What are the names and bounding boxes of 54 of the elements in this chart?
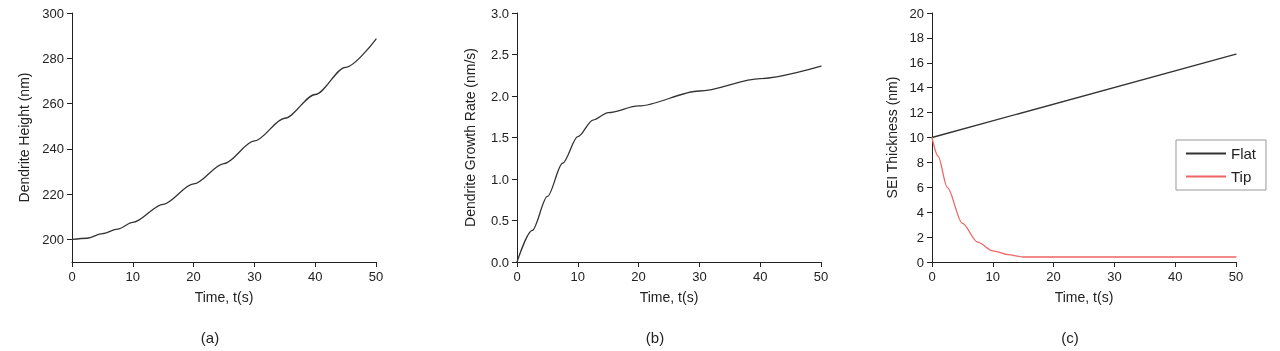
x-tick-label: 20 [1046,269,1061,284]
x-tick-label: 50 [368,269,384,284]
y-axis-title: Dendrite Height (nm) [16,72,33,203]
y-tick-label: 12 [909,105,924,121]
x-tick-label: 20 [631,269,646,284]
y-tick-label: 0 [916,254,924,270]
y-tick-label: 220 [42,186,64,202]
y-tick-label: 260 [42,96,64,112]
x-tick-label: 10 [985,269,1001,284]
y-tick-label: 4 [916,204,924,220]
x-axis-title: Time, t(s) [639,289,699,305]
x-axis-title: Time, t(s) [1054,289,1114,305]
text: (b) [645,329,665,346]
text: (c) [1061,329,1079,346]
y-tick-label: 300 [42,5,64,21]
x-tick-label: 50 [813,269,829,284]
x-tick-label: 0 [68,269,76,284]
y-tick-label: 6 [916,179,924,195]
y-tick-label: 20 [909,5,924,21]
y-tick-label: 3.0 [490,5,509,21]
line-series [71,38,377,241]
text: (a) [200,329,220,346]
y-tick-label: 240 [42,141,64,157]
y-tick-label: 16 [909,55,924,71]
y-tick-label: 18 [909,30,924,46]
y-axis-title: Dendrite Growth Rate (nm/s) [462,48,478,227]
x-tick-label: 30 [1107,269,1122,284]
x-tick-label: 0 [928,269,936,284]
y-tick-label: 2 [916,229,924,245]
x-tick-label: 40 [307,269,323,284]
x-tick-label: 50 [1228,269,1244,284]
x-tick-label: 0 [513,269,521,284]
y-tick-label: 0.0 [490,254,509,270]
legend-label: Flat [1231,145,1257,162]
x-tick-label: 30 [247,269,262,284]
y-tick-label: 2.0 [490,88,509,104]
y-tick-label: 200 [42,231,64,247]
y-tick-label: 2.5 [490,47,509,62]
x-tick-label: 10 [570,269,586,284]
x-tick-label: 40 [752,269,768,284]
y-tick-label: 280 [42,50,64,66]
x-axis-title: Time, t(s) [194,289,254,305]
x-tick-label: 20 [186,269,201,284]
y-tick-label: 8 [916,154,924,170]
legend-label: Tip [1231,168,1252,185]
y-axis-title: SEI Thickness (nm) [883,76,900,199]
y-tick-label: 1.5 [490,130,509,145]
x-tick-label: 40 [1167,269,1183,284]
y-tick-label: 1.0 [490,171,509,187]
x-tick-label: 30 [692,269,707,284]
y-tick-label: 0.5 [490,213,509,228]
y-tick-label: 14 [909,80,924,96]
x-tick-label: 10 [125,269,141,284]
y-tick-label: 10 [909,130,924,145]
